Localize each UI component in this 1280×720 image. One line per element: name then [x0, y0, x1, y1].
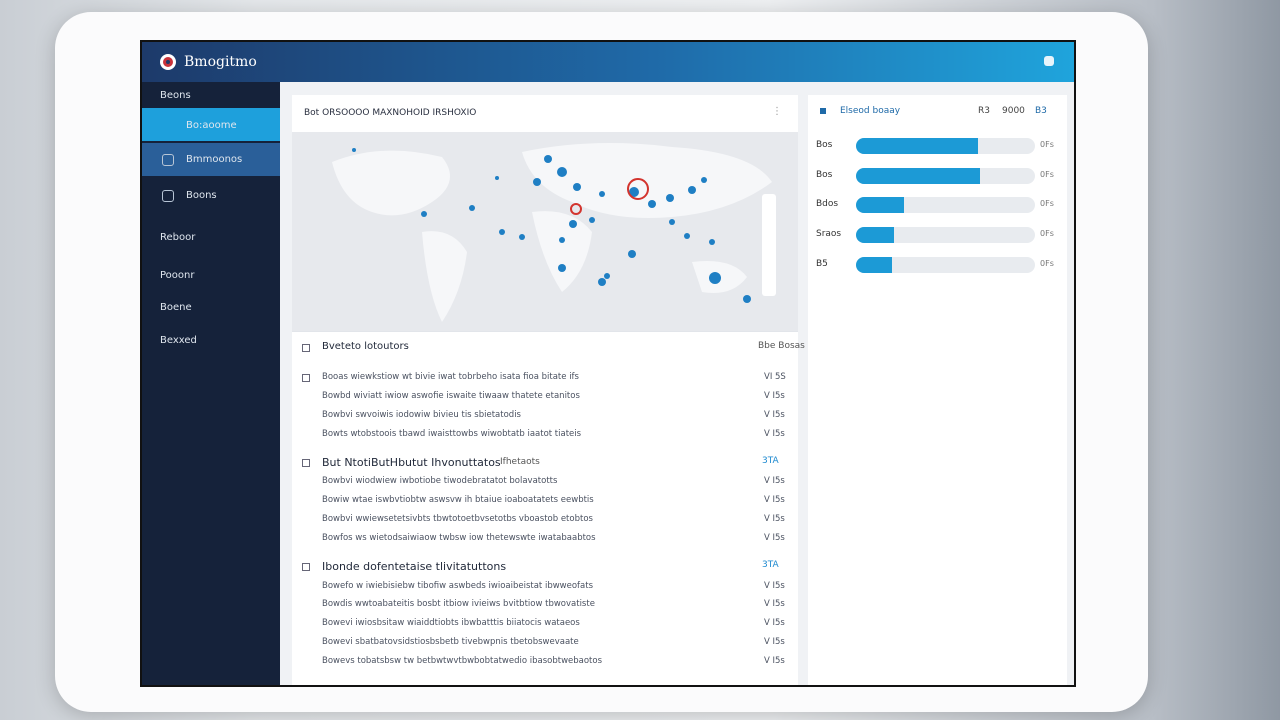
row-value: V I5s — [764, 429, 785, 439]
bar — [856, 257, 892, 273]
bar-label: Bos — [816, 140, 833, 150]
row-text: Bowefo w iwiebisiebw tibofiw aswbeds iwi… — [322, 581, 594, 591]
stats-col: B3 — [1035, 106, 1047, 116]
row-value: V I5s — [764, 618, 785, 628]
bar-track — [856, 257, 1035, 273]
panel-menu[interactable]: ⋮ — [772, 106, 782, 117]
group-checkbox[interactable] — [302, 459, 310, 467]
bar-tag: 0Fs — [1040, 170, 1054, 179]
group-heading: Ibonde dofentetaise tlivitatuttons — [322, 560, 507, 573]
row-value: V I5s — [764, 637, 785, 647]
row-value: V I5s — [764, 495, 785, 505]
row-text: Bowbvi swvoiwis iodowiw bivieu tis sbiet… — [322, 410, 521, 420]
bar — [856, 138, 978, 154]
row-value: V I5s — [764, 476, 785, 486]
group-checkbox[interactable] — [302, 563, 310, 571]
row-text: Bowts wtobstoois tbawd iwaisttowbs wiwob… — [322, 429, 582, 439]
bar — [856, 197, 905, 213]
row-value: V I5s — [764, 656, 785, 666]
stats-col: R3 — [978, 106, 990, 116]
row-text: Bowbd wiviatt iwiow aswofie iswaite tiwa… — [322, 391, 580, 401]
row-text: Bowevi sbatbatovsidstiosbsbetb tivebwpni… — [322, 637, 579, 647]
header-bar — [142, 42, 1074, 82]
nav-item[interactable]: Bmmoonos — [186, 154, 243, 165]
group-right: Bbe Bosas — [758, 341, 805, 351]
logo-text: Bmogitmo — [184, 54, 257, 70]
list-panel — [292, 331, 798, 685]
row-text: Bowevi iwiosbsitaw wiaiddtiobts ibwbattt… — [322, 618, 580, 628]
logo-icon — [160, 54, 176, 70]
group-right: 3TA — [762, 456, 779, 466]
nav-item[interactable]: Bo:aoome — [186, 120, 237, 131]
nav-item[interactable]: Bexxed — [160, 335, 197, 346]
nav-item[interactable]: Boons — [186, 190, 217, 201]
bar-label: Sraos — [816, 229, 842, 239]
row-value: V I5s — [764, 391, 785, 401]
group-heading: But NtotiButHbutut Ihvonuttatos — [322, 456, 501, 469]
row-value: V I5s — [764, 533, 785, 543]
bar-label: Bdos — [816, 199, 839, 209]
nav-item[interactable]: Pooonr — [160, 270, 195, 281]
bar-tag: 0Fs — [1040, 199, 1054, 208]
group-sub: Ifhetaots — [500, 457, 540, 467]
group-heading: Bveteto lotoutors — [322, 341, 409, 352]
group-right: 3TA — [762, 560, 779, 570]
bar-tag: 0Fs — [1040, 259, 1054, 268]
nav-item[interactable]: Boene — [160, 302, 192, 313]
row-checkbox[interactable] — [302, 374, 310, 382]
group-checkbox[interactable] — [302, 344, 310, 352]
screen: Bmogitmo Bot ORSOOOO MAXNOHOID IRSHOXIO … — [140, 40, 1076, 687]
bar-label: Bos — [816, 170, 833, 180]
nav-item[interactable]: Beons — [160, 90, 191, 101]
bar-tag: 0Fs — [1040, 229, 1054, 238]
bar — [856, 227, 894, 243]
nav-item[interactable]: Reboor — [160, 232, 196, 243]
nav-active-bg — [142, 108, 280, 141]
row-value: V I5s — [764, 410, 785, 420]
row-text: Bowiw wtae iswbvtiobtw aswsvw ih btaiue … — [322, 495, 594, 505]
map-title: Bot ORSOOOO MAXNOHOID IRSHOXIO — [304, 108, 477, 118]
nav-hover-bg — [142, 143, 280, 176]
stats-col: 9000 — [1002, 106, 1025, 116]
bar — [856, 168, 980, 184]
stats-icon — [820, 108, 826, 114]
stats-title: Elseod boaay — [840, 106, 901, 116]
row-text: Bowbvi wwiewsetetsivbts tbwtotoetbvsetot… — [322, 514, 593, 524]
row-value: V I5s — [764, 599, 785, 609]
stats-panel — [808, 95, 1067, 685]
bar-tag: 0Fs — [1040, 140, 1054, 149]
row-text: Booas wiewkstiow wt bivie iwat tobrbeho … — [322, 372, 579, 382]
row-value: V I5s — [764, 514, 785, 524]
row-value: VI 5S — [764, 372, 786, 382]
bar-track — [856, 227, 1035, 243]
nav-icon — [162, 190, 174, 202]
row-text: Bowevs tobatsbsw tw betbwtwvtbwbobtatwed… — [322, 656, 603, 666]
row-text: Bowbvi wiodwiew iwbotiobe tiwodebratatot… — [322, 476, 558, 486]
sidebar — [142, 82, 280, 685]
row-text: Bowdis wwtoabateitis bosbt itbiow ivieiw… — [322, 599, 595, 609]
world-map — [292, 132, 798, 331]
row-value: V I5s — [764, 581, 785, 591]
settings-icon[interactable] — [1042, 54, 1056, 68]
nav-icon — [162, 154, 174, 166]
bar-label: B5 — [816, 259, 828, 269]
row-text: Bowfos ws wietodsaiwiaow twbsw iow thete… — [322, 533, 596, 543]
